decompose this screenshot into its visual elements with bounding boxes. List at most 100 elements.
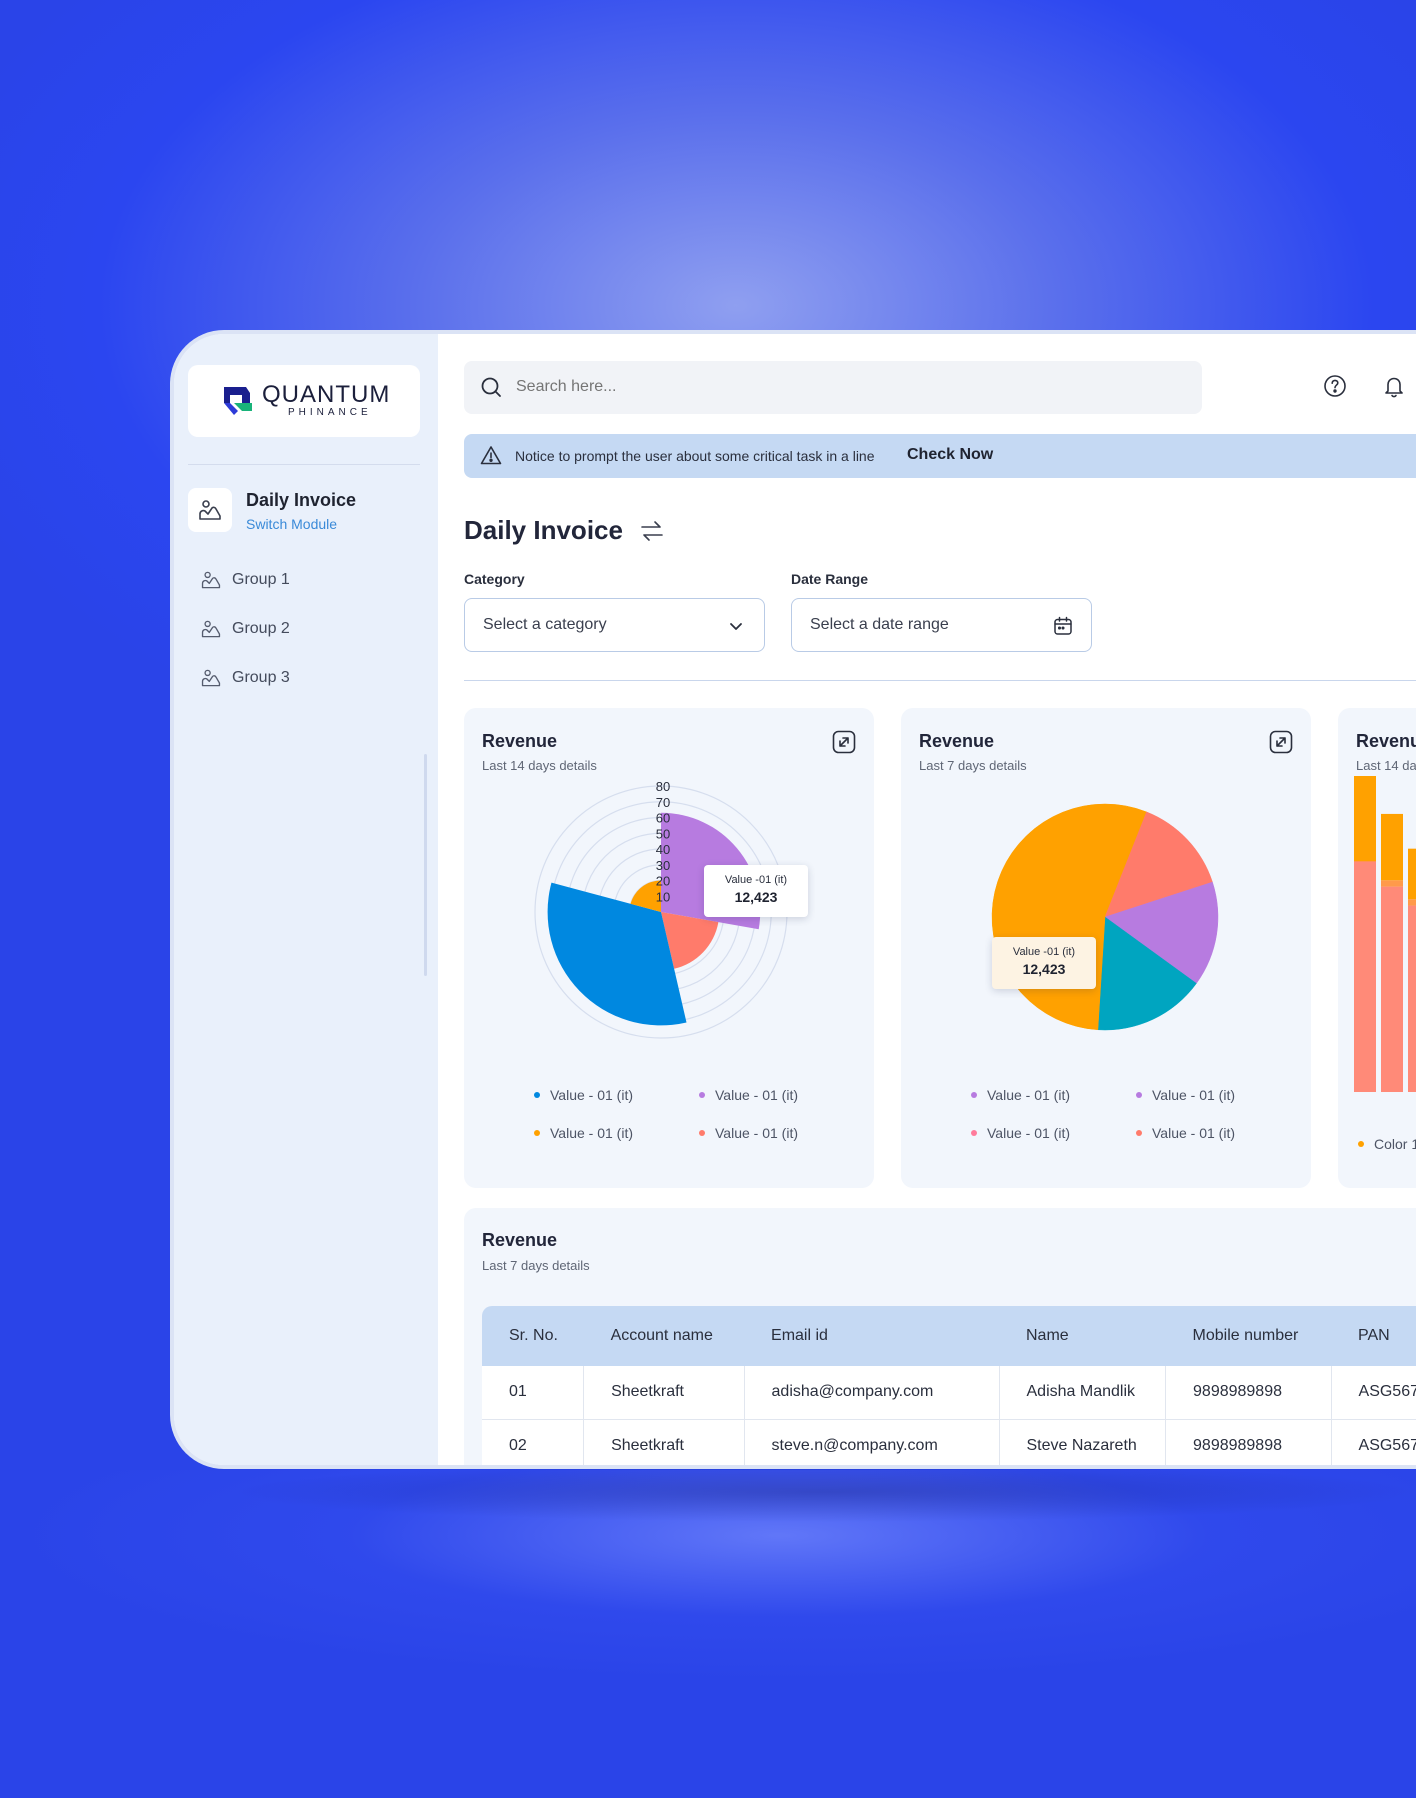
table-cell: adisha@company.com (744, 1366, 1000, 1420)
module-switcher[interactable]: Daily Invoice Switch Module (188, 486, 428, 536)
pie-slice-4[interactable] (1097, 916, 1197, 1031)
bar-segment[interactable] (1408, 899, 1416, 906)
notice-text: Notice to prompt the user about some cri… (515, 448, 875, 464)
category-select[interactable]: Select a category (464, 598, 765, 652)
check-now-link[interactable]: Check Now (907, 446, 994, 463)
bar-segment[interactable] (1381, 880, 1403, 887)
pie-slice-5[interactable] (991, 803, 1106, 1031)
radial-tick-label: 70 (656, 795, 670, 810)
revenue-table: Sr. No. Account name Email id Name Mobil… (482, 1306, 1416, 1465)
bar-segment[interactable] (1408, 905, 1416, 1092)
sidebar-item-group-2[interactable]: Group 2 (200, 616, 400, 642)
help-icon[interactable] (1323, 374, 1347, 398)
revenue-table-card: Revenue Last 7 days details Sr. No. Acco… (464, 1208, 1416, 1465)
legend-item: Value - 01 (it) (699, 1125, 798, 1141)
sidebar-item-group-3[interactable]: Group 3 (200, 665, 400, 691)
pie-chart (991, 803, 1219, 1031)
search-icon (481, 377, 501, 397)
column-header-email[interactable]: Email id (744, 1306, 999, 1366)
search-input[interactable] (516, 371, 1176, 403)
legend-dot (971, 1130, 977, 1136)
card-subtitle: Last 7 days details (919, 758, 1027, 773)
card-subtitle: Last 14 days details (482, 758, 597, 773)
radial-tick-label: 40 (656, 842, 670, 857)
group-icon (201, 571, 221, 589)
legend-dot (1358, 1141, 1364, 1147)
bar-segment[interactable] (1381, 886, 1403, 1092)
chart-tooltip: Value -01 (it) 12,423 (992, 937, 1096, 989)
table-cell: Steve Nazareth (999, 1419, 1167, 1465)
bar-segment[interactable] (1354, 836, 1376, 1092)
table-cell: steve.n@company.com (744, 1419, 1000, 1465)
table-header-row: Sr. No. Account name Email id Name Mobil… (482, 1306, 1416, 1366)
column-header-sr-no[interactable]: Sr. No. (482, 1306, 584, 1366)
column-header-mobile[interactable]: Mobile number (1165, 1306, 1332, 1366)
sidebar-item-label: Group 3 (232, 669, 290, 686)
main-content: Notice to prompt the user about some cri… (438, 334, 1416, 1465)
legend-dot (534, 1130, 540, 1136)
column-header-account-name[interactable]: Account name (583, 1306, 745, 1366)
legend-item: Value - 01 (it) (534, 1087, 633, 1103)
category-select-value: Select a category (483, 616, 607, 633)
legend-item: Value - 01 (it) (971, 1125, 1070, 1141)
legend-item: Value - 01 (it) (534, 1125, 633, 1141)
pie-slice-3[interactable] (1104, 881, 1219, 984)
table-cell: 9898989898 (1165, 1366, 1332, 1420)
stacked-bar-chart (1354, 776, 1416, 1092)
table-row[interactable]: 02 Sheetkraft steve.n@company.com Steve … (482, 1419, 1416, 1465)
sidebar-item-label: Group 1 (232, 571, 290, 588)
date-range-picker[interactable]: Select a date range (791, 598, 1092, 652)
table-cell: ASG567 (1331, 1419, 1416, 1465)
table-row[interactable]: 01 Sheetkraft adisha@company.com Adisha … (482, 1366, 1416, 1420)
bar-segment[interactable] (1408, 848, 1416, 900)
date-range-value: Select a date range (810, 616, 949, 633)
legend-dot (971, 1092, 977, 1098)
switch-arrows-icon[interactable] (640, 520, 664, 542)
tooltip-label: Value -01 (it) (724, 874, 788, 886)
card-title: Revenue (919, 731, 995, 751)
legend-label: Value - 01 (it) (987, 1125, 1070, 1141)
legend-item: Color 1 (1358, 1136, 1416, 1152)
expand-icon[interactable] (832, 730, 856, 754)
radial-segment-3[interactable] (547, 882, 687, 1026)
card-title: Revenue (1356, 731, 1416, 751)
brand-logo[interactable]: QUANTUM PHINANCE (188, 365, 420, 437)
sidebar-scrollbar[interactable] (424, 754, 427, 976)
radial-segment-2[interactable] (661, 912, 719, 969)
table-cell: 02 (482, 1419, 585, 1465)
quantum-logo-icon (224, 387, 252, 415)
table-cell: 01 (482, 1366, 585, 1420)
category-label: Category (464, 571, 525, 587)
sidebar: QUANTUM PHINANCE Daily Invoice Switch Mo… (174, 334, 438, 1465)
legend-dot (699, 1130, 705, 1136)
sidebar-item-label: Group 2 (232, 620, 290, 637)
legend-dot (1136, 1092, 1142, 1098)
legend-dot (699, 1092, 705, 1098)
legend-item: Value - 01 (it) (1136, 1125, 1235, 1141)
chart-tooltip: Value -01 (it) 12,423 (704, 865, 808, 917)
legend-label: Value - 01 (it) (987, 1087, 1070, 1103)
expand-icon[interactable] (1269, 730, 1293, 754)
bell-icon[interactable] (1382, 374, 1406, 398)
table-cell: Sheetkraft (583, 1366, 745, 1420)
filters-divider (464, 680, 1416, 681)
legend-label: Value - 01 (it) (1152, 1087, 1235, 1103)
sidebar-item-group-1[interactable]: Group 1 (200, 567, 400, 593)
card-title: Revenue (482, 731, 558, 751)
legend-label: Value - 01 (it) (715, 1125, 798, 1141)
chevron-down-icon (730, 623, 742, 630)
search-bar[interactable] (464, 361, 1202, 414)
radial-segment-4[interactable] (630, 880, 661, 913)
module-title: Daily Invoice (246, 490, 357, 510)
bar-segment[interactable] (1354, 776, 1376, 862)
legend-label: Value - 01 (it) (550, 1087, 633, 1103)
bar-segment[interactable] (1381, 813, 1403, 881)
column-header-pan[interactable]: PAN (1331, 1306, 1416, 1366)
revenue-card-radial: Revenue Last 14 days details 10 20 30 40 50 6… (464, 708, 874, 1188)
notice-banner: Notice to prompt the user about some cri… (464, 434, 1416, 478)
column-header-name[interactable]: Name (999, 1306, 1166, 1366)
switch-module-link[interactable]: Switch Module (246, 516, 338, 532)
table-cell: Adisha Mandlik (999, 1366, 1167, 1420)
table-cell: Sheetkraft (583, 1419, 745, 1465)
